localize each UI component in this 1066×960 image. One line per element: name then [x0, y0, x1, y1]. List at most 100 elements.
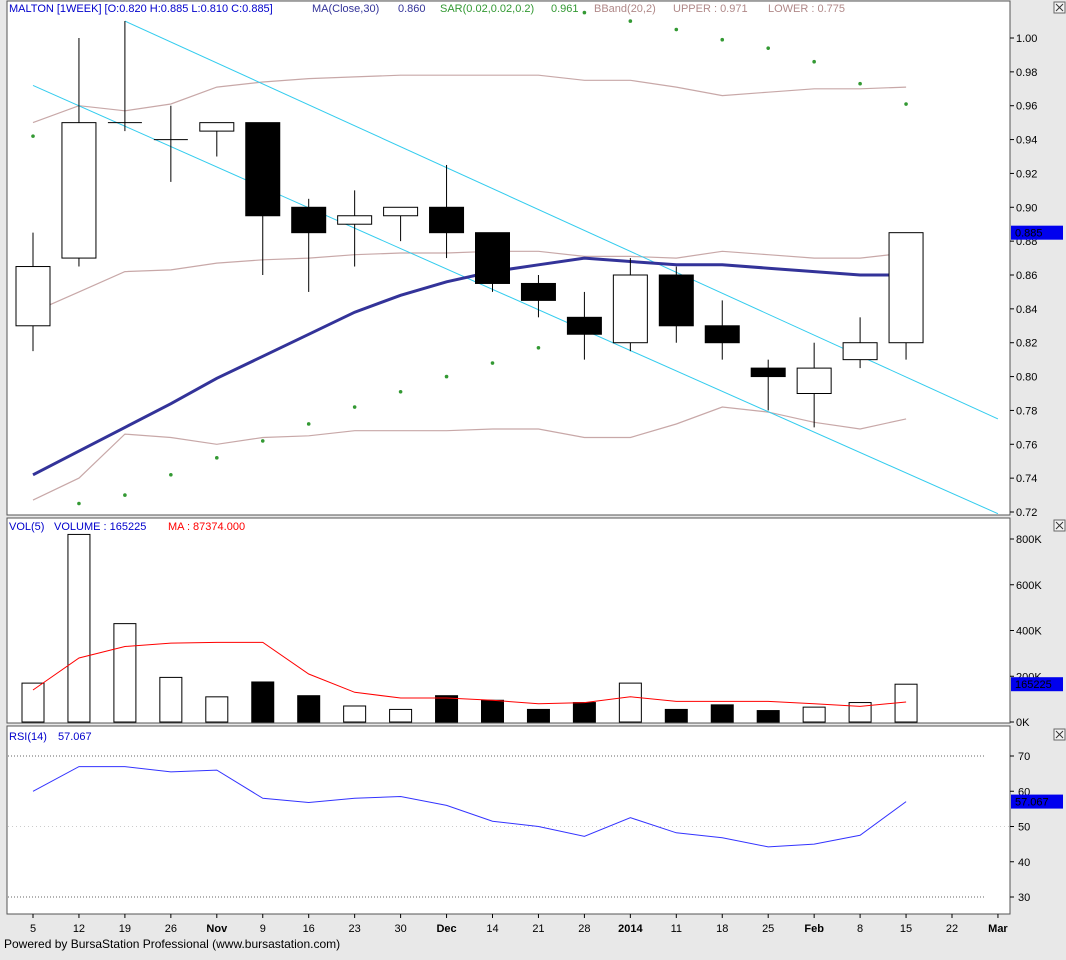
- x-tick-label: 25: [762, 923, 774, 935]
- x-tick-label: 12: [73, 923, 85, 935]
- candle: [750, 359, 786, 411]
- volume-bar: [343, 705, 367, 723]
- candle: [15, 232, 51, 352]
- bband-header-label: BBand(20,2): [594, 3, 656, 15]
- volume-bar: [802, 706, 826, 723]
- volume-bar: [710, 704, 734, 723]
- volume-bar: [389, 708, 413, 723]
- sar-dot: [77, 501, 81, 506]
- rsi-tick-label: 70: [1018, 751, 1030, 763]
- volume-tick-label: 400K: [1016, 626, 1042, 638]
- rsi-line: [32, 766, 907, 848]
- volume-bar: [526, 708, 550, 723]
- candle: [291, 198, 327, 292]
- volume-bar: [481, 699, 504, 723]
- volume-bar: [572, 702, 596, 723]
- x-tick-label: 14: [486, 923, 498, 935]
- sar-dot: [812, 59, 816, 64]
- candle-body: [337, 215, 373, 225]
- volume-tick-label: 800K: [1016, 534, 1042, 546]
- sar-dot: [444, 374, 449, 379]
- sar-header-value: 0.961: [551, 3, 579, 15]
- rsi-header-value: 57.067: [58, 731, 92, 743]
- bband-upper-label: UPPER : 0.971: [673, 3, 748, 15]
- bband-lower-label: LOWER : 0.775: [768, 3, 845, 15]
- sar-header-label: SAR(0.02,0.02,0.2): [440, 3, 534, 15]
- sar-dot: [766, 46, 770, 50]
- time-x-axis: 5 12 19 26 Nov 9 16 23 30 Dec 14 21 28 2014 11 18 25 Feb 8…: [30, 914, 1008, 935]
- rsi-close-icon[interactable]: [1053, 728, 1066, 741]
- price-header-label: MALTON [1WEEK] [O:0.820 H:0.885 L:0.810 …: [9, 3, 273, 15]
- candle: [796, 342, 832, 428]
- volume-close-icon[interactable]: [1053, 519, 1066, 532]
- x-tick-label: 21: [532, 923, 544, 935]
- candle: [888, 232, 924, 360]
- candle-body: [704, 325, 740, 344]
- volume-bar: [756, 710, 780, 723]
- ma-header-label: MA(Close,30): [312, 3, 379, 15]
- rsi-last-tag: 57.067: [1015, 797, 1049, 809]
- rsi-tag-box: [1011, 794, 1063, 809]
- candle: [566, 291, 602, 360]
- price-tick-label: 0.80: [1016, 372, 1037, 384]
- volume-plot-area: [21, 533, 918, 723]
- candle-body: [888, 232, 924, 344]
- candle: [612, 258, 648, 352]
- candle-body: [658, 274, 694, 327]
- candle-body: [199, 122, 235, 132]
- rsi-panel: [6, 725, 1011, 915]
- volume-bar: [113, 623, 137, 723]
- price-plot-area: [15, 10, 999, 514]
- x-tick-label: Dec: [436, 923, 456, 935]
- price-close-icon[interactable]: [1053, 1, 1066, 14]
- volume-ma-line: [32, 641, 907, 707]
- price-tick-label: 0.94: [1016, 135, 1037, 147]
- sar-dot: [628, 19, 633, 23]
- candle-body: [612, 274, 648, 344]
- price-tick-label: 0.72: [1016, 507, 1037, 519]
- x-tick-label: 23: [349, 923, 361, 935]
- price-tick-label: 0.98: [1016, 67, 1037, 79]
- volume-bar: [618, 682, 642, 723]
- x-tick-label: 11: [671, 923, 682, 935]
- volume-bar: [67, 533, 91, 723]
- bband-upper-line: [32, 74, 907, 124]
- x-tick-label: 30: [394, 923, 406, 935]
- price-tick-label: 0.76: [1016, 439, 1037, 451]
- candle-body: [566, 316, 602, 335]
- price-tick-label: 0.82: [1016, 338, 1037, 350]
- candle: [153, 105, 188, 182]
- price-tick-label: 0.86: [1016, 270, 1037, 282]
- ma-close-30-line: [32, 256, 907, 477]
- candle: [842, 317, 878, 369]
- candle: [429, 164, 465, 259]
- volume-bar: [205, 696, 229, 723]
- price-tick-label: 0.96: [1016, 101, 1037, 113]
- volume-y-axis: 0K200K400K600K800K165225: [1010, 534, 1063, 729]
- candle-body: [750, 367, 786, 378]
- rsi-tick-label: 50: [1018, 822, 1030, 834]
- candle-body: [796, 367, 832, 395]
- x-tick-label: 19: [119, 923, 131, 935]
- vol-header-label: VOL(5): [9, 521, 44, 533]
- sar-dot: [31, 134, 35, 138]
- x-tick-label: 8: [857, 923, 863, 935]
- candle-body: [245, 122, 281, 217]
- trendline-1: [32, 84, 999, 514]
- price-tick-label: 0.78: [1016, 405, 1037, 417]
- sar-dot: [582, 10, 587, 15]
- footer-credit: Powered by BursaStation Professional (ww…: [4, 937, 340, 951]
- candle: [199, 122, 235, 157]
- sar-dot: [215, 456, 219, 460]
- bband-lower-line: [32, 406, 907, 501]
- x-tick-label: 26: [165, 923, 177, 935]
- candle: [383, 206, 419, 242]
- sar-dot: [260, 439, 265, 443]
- x-tick-label: Feb: [804, 923, 824, 935]
- candle-body: [842, 342, 878, 361]
- candle-body: [291, 206, 327, 234]
- candle: [337, 190, 373, 267]
- candle-body: [383, 206, 419, 217]
- price-tick-label: 0.84: [1016, 304, 1037, 316]
